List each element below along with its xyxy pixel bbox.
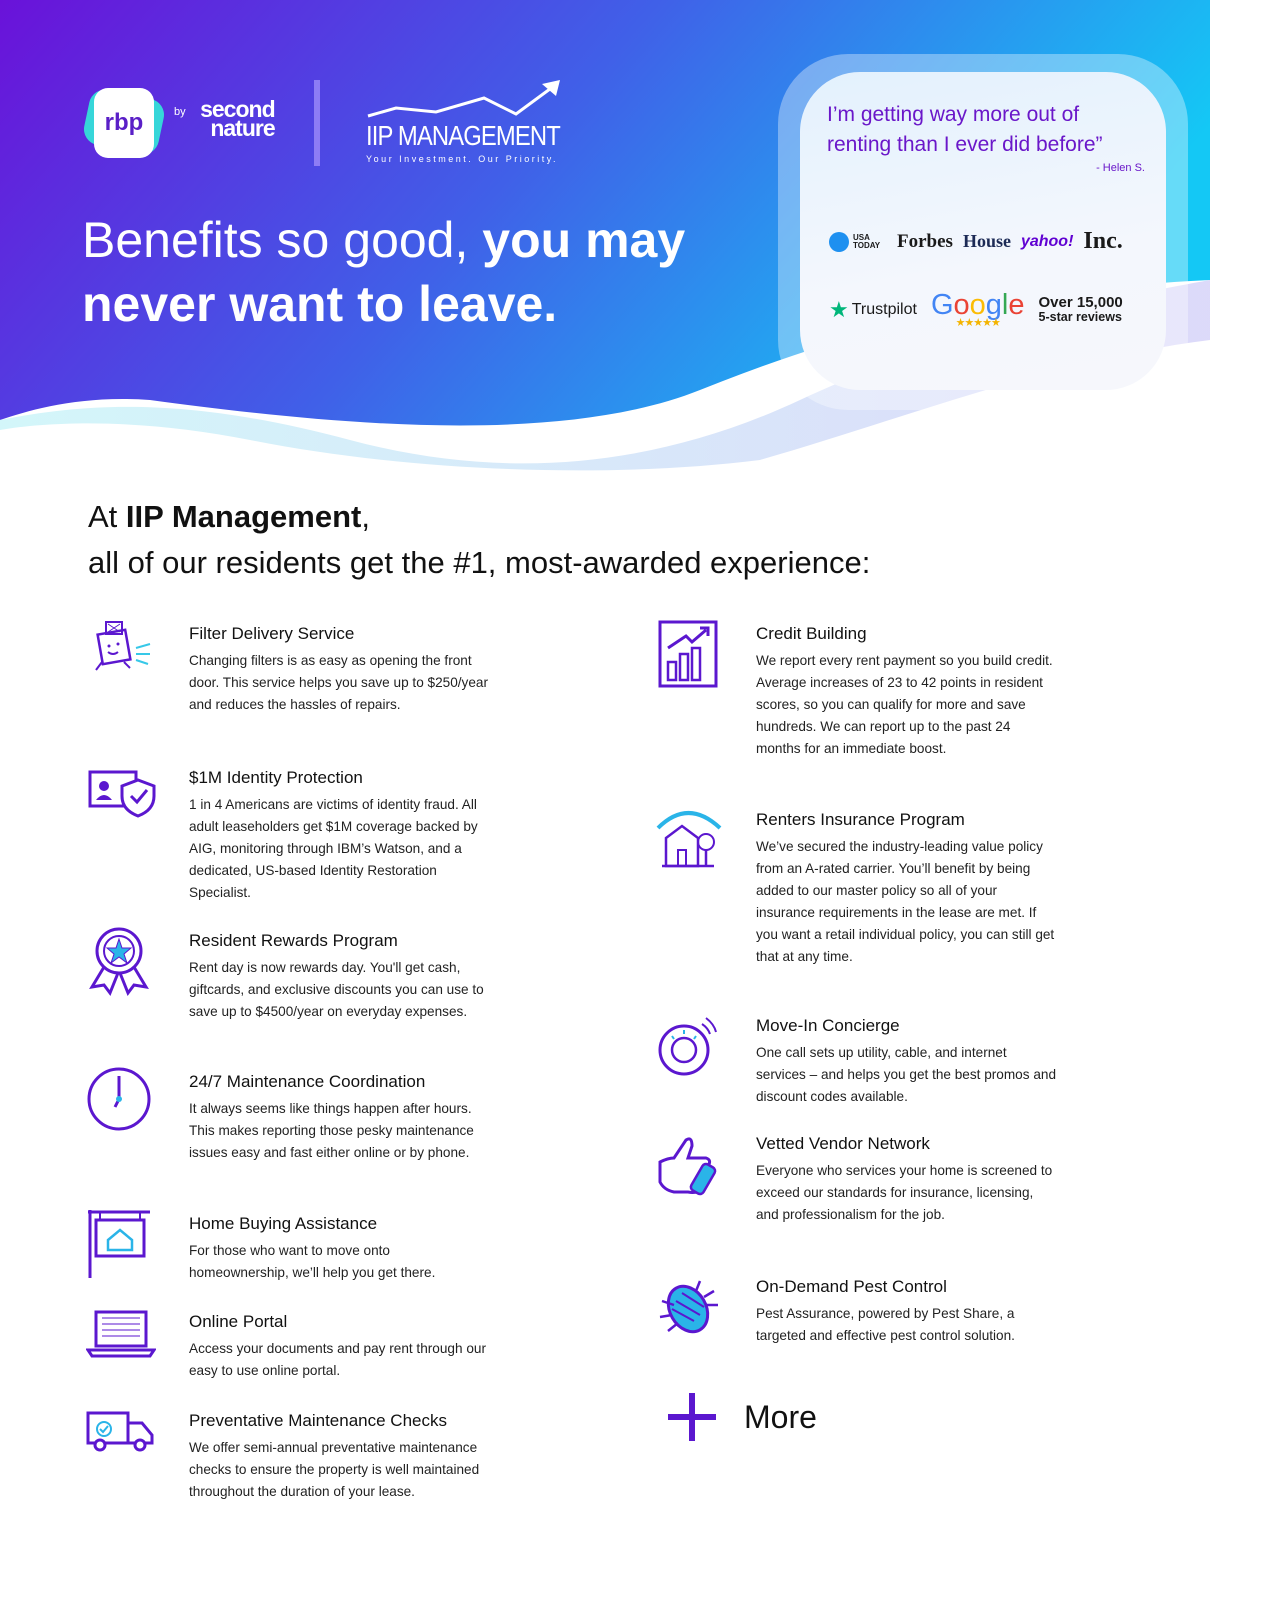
press-logos: USA TODAY Forbes House yahoo! Inc. xyxy=(829,228,1123,255)
benefit-description: Everyone who services your home is scree… xyxy=(756,1163,1053,1222)
forbes-logo: Forbes xyxy=(897,230,953,252)
bar-chart-icon xyxy=(654,618,724,688)
benefit-title: Credit Building xyxy=(756,624,867,643)
inc-logo: Inc. xyxy=(1083,228,1123,254)
thermostat-icon xyxy=(654,1010,724,1080)
benefit-item: Renters Insurance Program We’ve secured t… xyxy=(656,810,1056,968)
benefit-item: Credit Building We report every rent paym… xyxy=(658,620,1056,760)
benefit-title: Renters Insurance Program xyxy=(756,810,965,829)
benefit-description: We offer semi-annual preventative mainte… xyxy=(189,1440,480,1499)
benefit-description: We’ve secured the industry-leading value… xyxy=(756,839,1055,964)
benefit-description: Access your documents and pay rent throu… xyxy=(189,1341,486,1378)
benefit-title: 24/7 Maintenance Coordination xyxy=(189,1072,426,1091)
benefit-title: $1M Identity Protection xyxy=(189,768,363,787)
more-link[interactable]: More xyxy=(668,1393,817,1441)
plus-icon xyxy=(668,1393,716,1441)
yahoo-logo: yahoo! xyxy=(1020,232,1074,250)
by-label: by xyxy=(174,106,186,118)
benefit-item: Move-In Concierge One call sets up utilit… xyxy=(658,1016,1056,1108)
bug-icon xyxy=(654,1271,724,1341)
benefit-item: Online Portal Access your documents and p… xyxy=(85,1310,489,1382)
filter-box-icon xyxy=(86,618,156,688)
usa-today-logo: USA TODAY xyxy=(829,231,887,252)
review-badges: ★ Trustpilot Google ★★★★★ Over 15,000 5-st… xyxy=(829,289,1123,329)
house-sign-icon xyxy=(86,1208,156,1278)
logo-divider xyxy=(314,80,320,166)
benefit-description: Pest Assurance, powered by Pest Share, a… xyxy=(756,1306,1015,1343)
benefit-item: $1M Identity Protection 1 in 4 Americans … xyxy=(88,768,489,904)
google-logo: Google ★★★★★ xyxy=(930,289,1025,329)
benefit-description: Changing filters is as easy as opening t… xyxy=(189,653,488,712)
thumbs-up-icon xyxy=(654,1128,724,1198)
benefit-description: 1 in 4 Americans are victims of identity… xyxy=(189,797,478,900)
benefit-title: Preventative Maintenance Checks xyxy=(189,1411,447,1430)
review-count: Over 15,000 5-star reviews xyxy=(1038,294,1123,324)
benefit-description: We report every rent payment so you buil… xyxy=(756,653,1053,756)
second-nature-brand: by second nature xyxy=(174,96,276,141)
benefit-item: 24/7 Maintenance Coordination It always s… xyxy=(87,1067,489,1164)
rbp-logo: rbp xyxy=(81,80,167,166)
benefit-title: Online Portal xyxy=(189,1312,288,1331)
iip-logo: IIP MANAGEMENT Your Investment. Our Prio… xyxy=(366,78,576,168)
truck-icon xyxy=(86,1405,156,1475)
benefit-description: Rent day is now rewards day. You'll get … xyxy=(189,960,484,1019)
benefit-title: Resident Rewards Program xyxy=(189,931,398,950)
benefit-item: Resident Rewards Program Rent day is now … xyxy=(89,927,489,1023)
benefit-item: Home Buying Assistance For those who want… xyxy=(88,1210,489,1284)
trend-arrow-icon xyxy=(367,80,560,118)
benefit-item: Filter Delivery Service Changing filters … xyxy=(95,621,489,716)
five-stars-icon: ★★★★★ xyxy=(955,317,1001,329)
benefit-title: Filter Delivery Service xyxy=(189,624,355,643)
benefit-description: It always seems like things happen after… xyxy=(189,1101,474,1160)
benefit-title: On-Demand Pest Control xyxy=(756,1277,947,1296)
benefit-description: One call sets up utility, cable, and int… xyxy=(756,1045,1056,1104)
benefit-item: On-Demand Pest Control Pest Assurance, po… xyxy=(659,1277,1056,1347)
hero-banner: rbp by second nature IIP MANAGEMENT Your… xyxy=(0,0,1210,480)
second-nature-logo: second nature xyxy=(200,96,276,141)
laptop-icon xyxy=(85,1306,157,1376)
benefit-title: Vetted Vendor Network xyxy=(756,1134,930,1153)
id-shield-icon xyxy=(86,762,156,832)
benefit-item: Preventative Maintenance Checks We offer … xyxy=(86,1411,489,1503)
hero-headline: Benefits so good, you may never want to … xyxy=(82,212,686,332)
trustpilot-logo: ★ Trustpilot xyxy=(829,297,917,322)
intro-heading: At IIP Management, all of our residents … xyxy=(88,499,871,580)
house-umbrella-icon xyxy=(654,804,724,874)
clock-icon xyxy=(86,1066,156,1136)
testimonial-author: - Helen S. xyxy=(1096,162,1145,174)
testimonial-quote: I’m getting way more out of renting than… xyxy=(827,103,1103,156)
benefit-item: Vetted Vendor Network Everyone who servic… xyxy=(658,1134,1056,1226)
this-old-house-logo: House xyxy=(962,231,1011,251)
star-icon: ★ xyxy=(829,297,849,322)
benefit-description: For those who want to move onto homeowne… xyxy=(189,1243,436,1280)
award-ribbon-icon xyxy=(86,925,156,997)
testimonial-card xyxy=(800,72,1166,390)
benefit-title: Move-In Concierge xyxy=(756,1016,900,1035)
testimonial: I’m getting way more out of renting than… xyxy=(827,100,1145,174)
benefit-title: Home Buying Assistance xyxy=(189,1214,378,1233)
